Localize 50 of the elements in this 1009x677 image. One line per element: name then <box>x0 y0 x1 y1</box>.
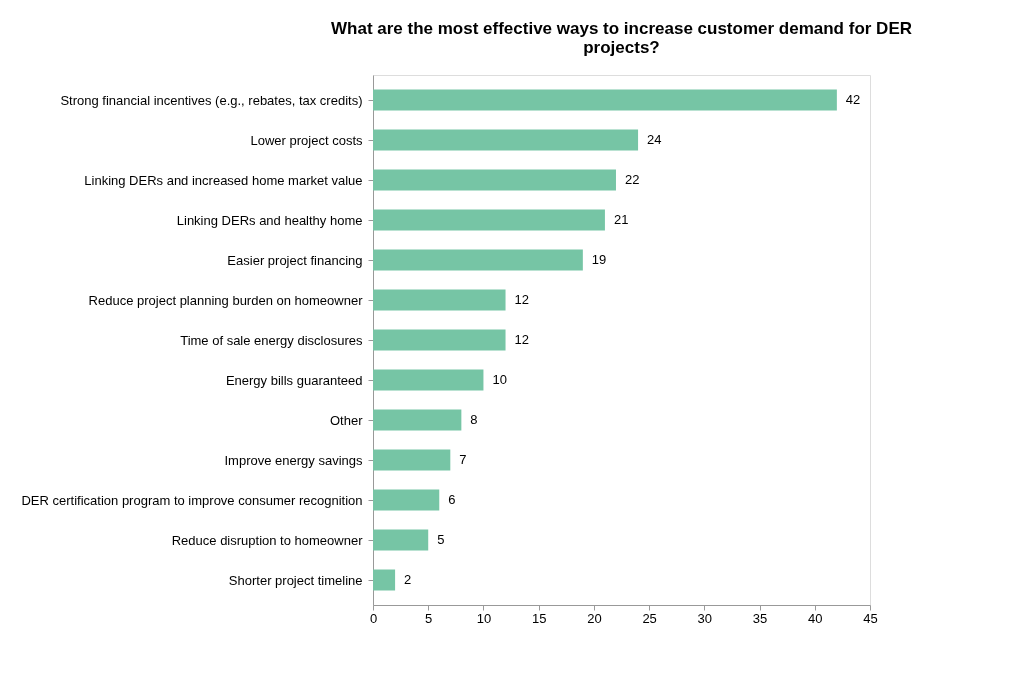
bar <box>373 129 639 151</box>
data-label: 24 <box>647 132 662 147</box>
data-label: 42 <box>845 92 861 107</box>
x-tick-label: 5 <box>425 610 433 626</box>
data-label: 19 <box>591 252 607 267</box>
y-tick-label: Other <box>329 412 364 428</box>
bar <box>373 449 451 471</box>
data-label: 21 <box>613 212 629 227</box>
x-tick-label: 35 <box>752 610 768 626</box>
bar <box>373 289 506 311</box>
bar <box>373 249 583 271</box>
bar <box>373 89 837 111</box>
data-label: 2 <box>404 572 412 587</box>
x-tick-label: 40 <box>808 610 823 626</box>
y-tick-label: Reduce project planning burden on homeowner <box>88 292 364 308</box>
data-label: 22 <box>624 172 640 187</box>
y-tick-label: Shorter project timeline <box>228 572 363 588</box>
y-tick-label: Linking DERs and increased home market value <box>84 172 363 188</box>
data-label: 5 <box>437 532 445 547</box>
y-tick-label: Easier project financing <box>227 252 363 268</box>
bar <box>373 329 506 351</box>
bar <box>373 169 616 191</box>
bar <box>373 489 440 511</box>
y-tick-label: Energy bills guaranteed <box>225 372 363 388</box>
bar <box>373 209 605 231</box>
y-tick-label: Improve energy savings <box>224 452 363 468</box>
data-label: 12 <box>514 292 529 307</box>
x-tick-label: 30 <box>697 610 713 626</box>
data-label: 6 <box>448 492 456 507</box>
data-label: 10 <box>492 372 507 387</box>
data-label: 7 <box>459 452 467 467</box>
chart-title: What are the most effective ways to increase customer demand for DER projects? <box>330 19 913 57</box>
data-label: 8 <box>470 412 478 427</box>
bar <box>373 569 396 591</box>
data-label: 12 <box>514 332 529 347</box>
y-tick-label: Reduce disruption to homeowner <box>171 532 364 548</box>
x-tick-label: 15 <box>531 610 547 626</box>
bar <box>373 529 429 551</box>
y-tick-label: Time of sale energy disclosures <box>180 332 363 348</box>
y-tick-label: DER certification program to improve consumer recognition <box>21 492 363 508</box>
y-tick-label: Linking DERs and healthy home <box>176 212 363 228</box>
x-tick-label: 45 <box>863 610 878 626</box>
x-tick-label: 0 <box>369 610 378 626</box>
y-tick-label: Strong financial incentives (e.g., rebates, tax credits) <box>60 92 363 108</box>
bar <box>373 369 484 391</box>
x-tick-label: 20 <box>587 610 602 626</box>
bar <box>373 409 462 431</box>
x-tick-label: 10 <box>476 610 492 626</box>
y-tick-label: Lower project costs <box>250 132 363 148</box>
x-tick-label: 25 <box>642 610 657 626</box>
